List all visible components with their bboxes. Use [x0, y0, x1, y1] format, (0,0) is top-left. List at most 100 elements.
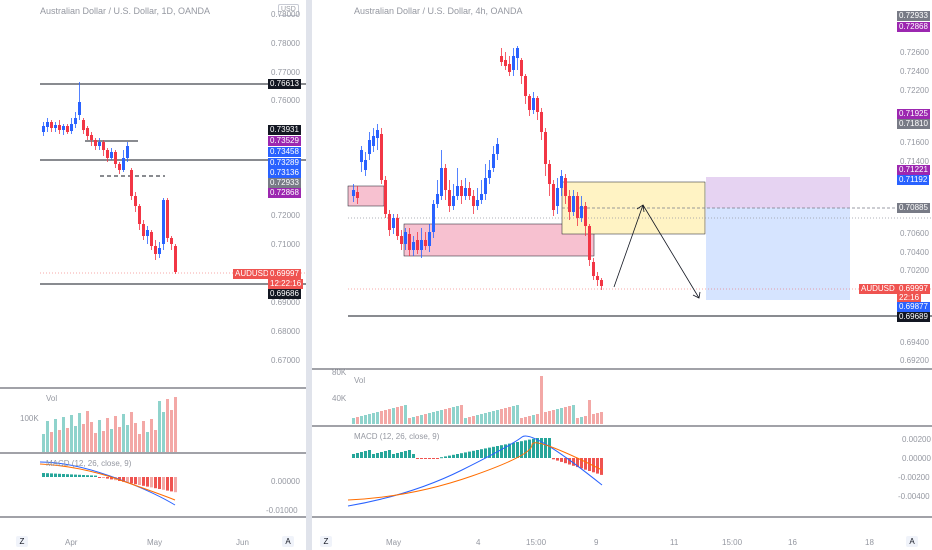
daily-volume-bars	[42, 397, 177, 452]
candle-body	[488, 170, 491, 178]
volume-bar	[118, 427, 121, 452]
candle-body	[62, 126, 65, 130]
panel-divider[interactable]	[306, 0, 312, 550]
macd-bar	[576, 458, 579, 468]
volume-bar	[396, 407, 399, 424]
candle-body	[372, 136, 375, 146]
macd-bar	[476, 450, 479, 458]
auto-scale-button[interactable]: A	[906, 536, 918, 547]
candle-body	[42, 126, 45, 132]
last-price-badge: 0.69997	[897, 284, 930, 294]
level-badge: 0.73931	[268, 125, 301, 135]
volume-bar	[102, 431, 105, 452]
candle-body	[460, 186, 463, 196]
candle-body	[162, 200, 165, 244]
macd-tick: -0.01000	[266, 506, 298, 515]
volume-bar	[588, 400, 591, 424]
volume-bar	[170, 410, 173, 452]
candle-body	[384, 180, 387, 214]
macd-bar	[54, 473, 57, 477]
currency-badge[interactable]: USD	[278, 4, 299, 16]
projection-up-arrow	[613, 204, 644, 288]
volume-bar	[400, 406, 403, 424]
candle-body	[396, 218, 399, 236]
macd-bar	[444, 456, 447, 458]
timezone-button[interactable]: Z	[16, 536, 28, 547]
volume-bar	[70, 415, 73, 452]
support-badge: 0.69689	[897, 312, 930, 322]
daily-chart-canvas[interactable]	[0, 0, 306, 550]
macd-bar	[138, 477, 141, 485]
macd-bar	[90, 475, 93, 477]
candle-body	[592, 262, 595, 276]
target-loss-zone	[706, 208, 850, 300]
volume-bar	[572, 405, 575, 424]
volume-bar	[364, 415, 367, 424]
candle-body	[512, 56, 515, 70]
candle-body	[472, 196, 475, 206]
volume-bar	[122, 414, 125, 452]
candle-body	[432, 204, 435, 232]
macd-bar	[380, 452, 383, 458]
daily-chart-panel[interactable]: Australian Dollar / U.S. Dollar, 1D, OAN…	[0, 0, 306, 550]
candle-body	[360, 150, 363, 162]
countdown-badge: 22:16	[897, 293, 922, 303]
auto-scale-button[interactable]: A	[282, 536, 294, 547]
volume-bar	[444, 409, 447, 424]
macd-bar	[448, 455, 451, 458]
candle-body	[94, 140, 97, 146]
volume-bar	[592, 414, 595, 424]
volume-bar	[126, 425, 129, 452]
volume-bar	[516, 405, 519, 424]
macd-bar	[404, 451, 407, 458]
candle-body	[428, 232, 431, 246]
signal-line	[347, 442, 603, 501]
candle-body	[78, 102, 81, 115]
candle-body	[70, 124, 73, 131]
volume-bar	[436, 411, 439, 424]
candle-body	[508, 64, 511, 72]
candle-body	[50, 122, 53, 128]
volume-bar	[174, 397, 177, 452]
timezone-button[interactable]: Z	[320, 536, 332, 547]
macd-bar	[130, 477, 133, 484]
macd-bar	[412, 454, 415, 458]
macd-title: MACD (12, 26, close, 9)	[354, 432, 440, 441]
candle-body	[376, 130, 379, 138]
symbol-badge: AUDUSD	[859, 284, 897, 294]
candle-body	[440, 168, 443, 196]
candle-body	[564, 178, 567, 196]
time-label: Jun	[236, 538, 249, 547]
macd-bar	[158, 477, 161, 489]
price-tick: 0.78000	[271, 10, 300, 19]
volume-bar	[110, 429, 113, 452]
macd-bar	[440, 457, 443, 459]
macd-bar	[556, 458, 559, 461]
volume-bar	[424, 414, 427, 424]
volume-bar	[150, 419, 153, 452]
volume-bar	[504, 408, 507, 424]
macd-bar	[142, 477, 145, 486]
candle-body	[356, 192, 359, 198]
volume-bar	[380, 411, 383, 424]
price-tick: 0.78000	[271, 39, 300, 48]
volume-bar	[552, 410, 555, 424]
4h-chart-panel[interactable]: Australian Dollar / U.S. Dollar, 4h, OAN…	[312, 0, 932, 550]
macd-bar	[396, 453, 399, 458]
candle-body	[74, 118, 77, 124]
candle-body	[54, 125, 57, 128]
volume-bar	[66, 428, 69, 452]
time-label: May	[386, 538, 402, 547]
candle-body	[388, 214, 391, 230]
time-label: 9	[594, 538, 599, 547]
macd-bar	[360, 452, 363, 458]
macd-bar	[122, 477, 125, 482]
macd-bar	[400, 452, 403, 458]
candle-body	[596, 276, 599, 280]
4h-chart-canvas[interactable]	[312, 0, 932, 550]
price-tick: 0.69200	[900, 356, 929, 365]
macd-bar	[492, 446, 495, 458]
macd-bar	[528, 439, 531, 458]
candle-body	[448, 190, 451, 206]
macd-bar	[162, 477, 165, 490]
